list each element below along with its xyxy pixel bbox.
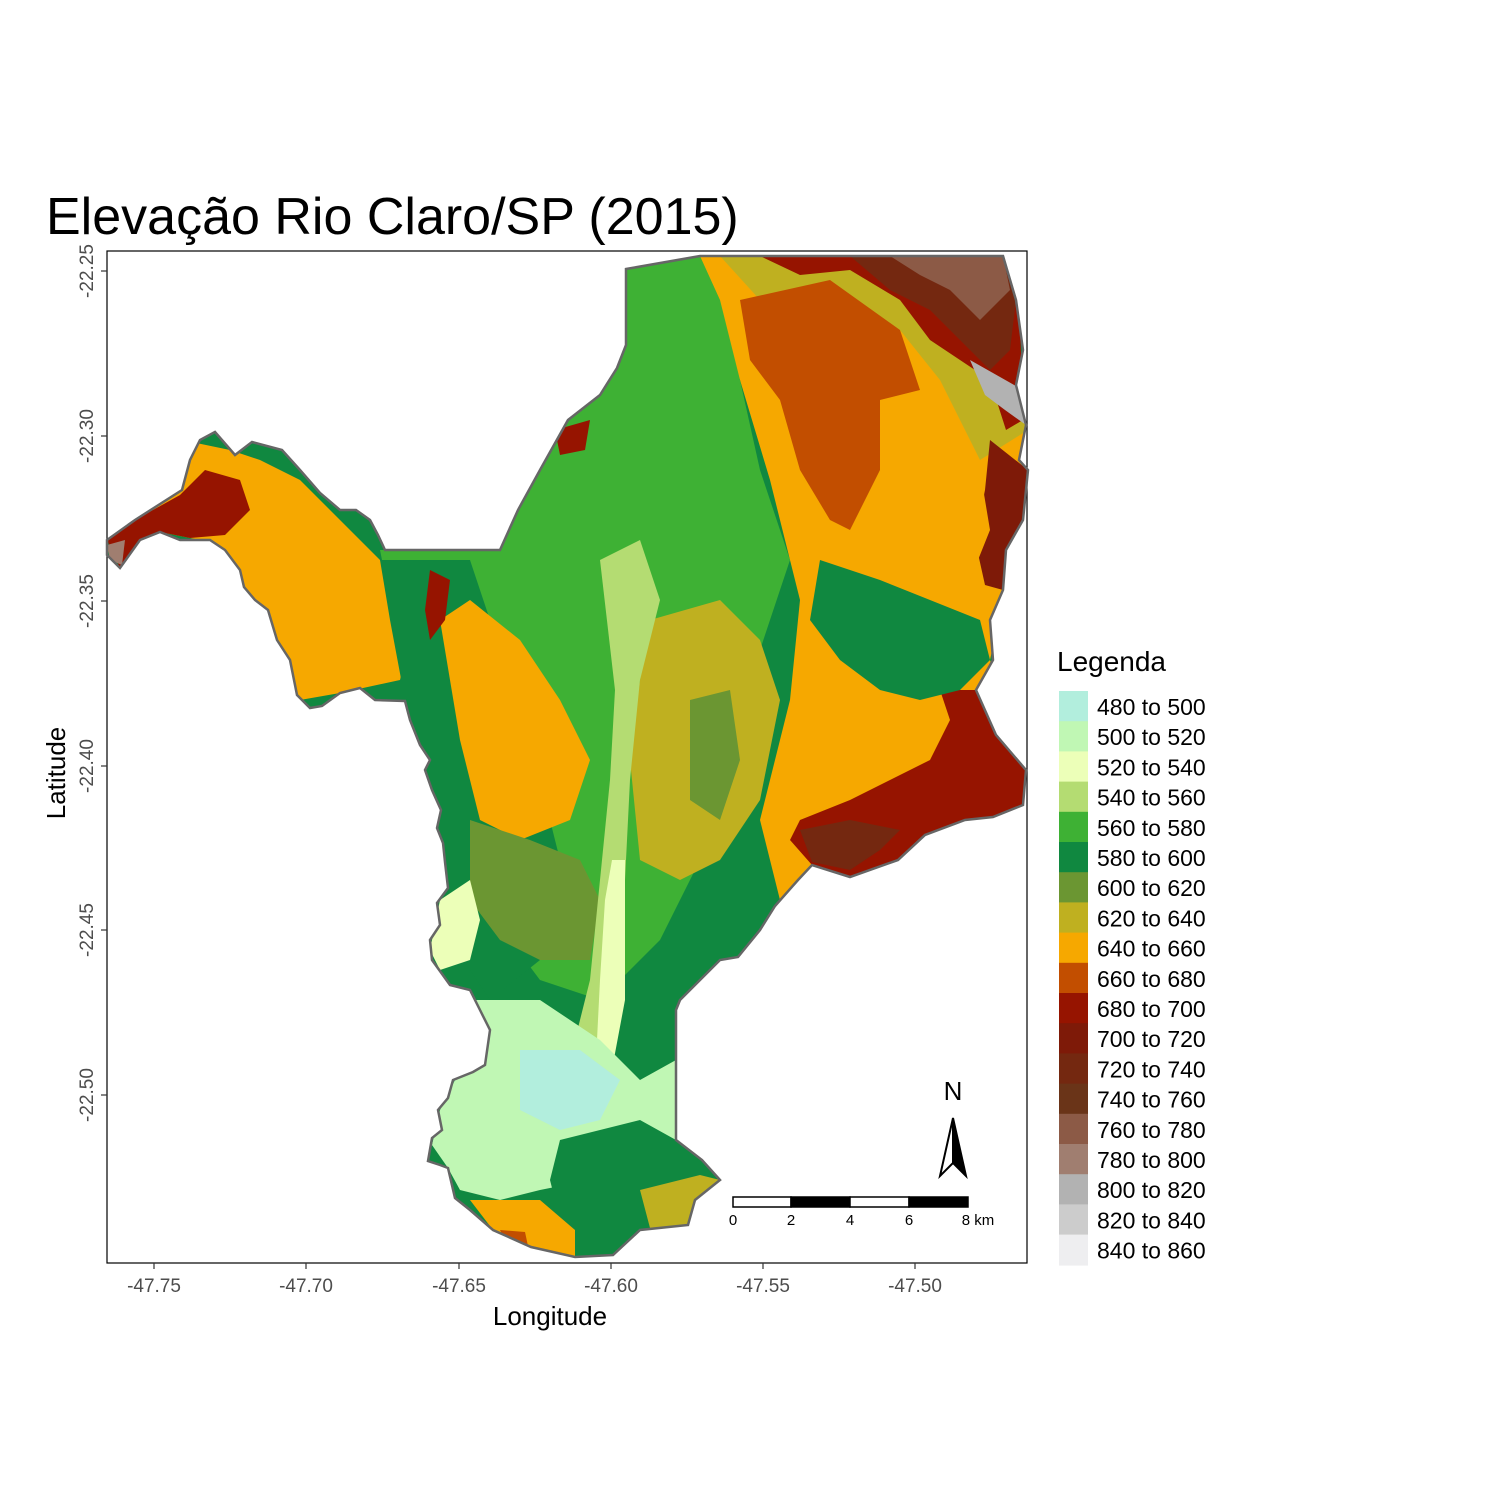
elevation-zone-600-620 — [690, 690, 740, 820]
legend-label: 640 to 660 — [1097, 936, 1206, 962]
legend-label: 500 to 520 — [1097, 724, 1206, 750]
legend-label: 660 to 680 — [1097, 966, 1206, 992]
legend-swatch — [1059, 902, 1088, 934]
x-tick-label: -47.50 — [888, 1276, 942, 1297]
elevation-zone-620-640 — [640, 1175, 720, 1228]
map-title: Elevação Rio Claro/SP (2015) — [46, 188, 739, 246]
legend-label: 520 to 540 — [1097, 754, 1206, 780]
legend-swatch — [1059, 751, 1088, 783]
legend-swatch — [1059, 1144, 1088, 1175]
legend-label: 560 to 580 — [1097, 815, 1206, 841]
scale-bar: 0 2 4 6 8 km — [729, 1196, 995, 1229]
north-arrow-right-half — [952, 1117, 968, 1180]
legend-label: 780 to 800 — [1097, 1147, 1206, 1173]
legend-label: 700 to 720 — [1097, 1026, 1206, 1052]
scale-tick-label: 0 — [729, 1212, 737, 1229]
legend-label: 600 to 620 — [1097, 875, 1206, 901]
legend-swatch — [1059, 1204, 1088, 1236]
legend-swatch — [1059, 811, 1088, 843]
elevation-zone-640-660 — [470, 1200, 575, 1257]
legend-swatch — [1059, 1023, 1088, 1055]
elevation-zone-800-820 — [970, 360, 1026, 425]
north-arrow-label: N — [944, 1076, 963, 1106]
scale-segment — [849, 1196, 910, 1208]
x-tick-label: -47.75 — [127, 1276, 181, 1297]
legend-label: 740 to 760 — [1097, 1087, 1206, 1113]
legend-swatch — [1059, 1083, 1088, 1115]
elevation-zone-700-720 — [975, 440, 1028, 590]
elevation-zone-760-780 — [890, 256, 1010, 320]
y-tick-label: -22.40 — [77, 739, 98, 793]
legend-label: 620 to 640 — [1097, 905, 1206, 931]
legend-label: 720 to 740 — [1097, 1056, 1206, 1082]
elevation-zone-640-660 — [440, 600, 590, 840]
legend-label: 580 to 600 — [1097, 845, 1206, 871]
legend-swatch — [1059, 781, 1088, 813]
y-tick-label: -22.35 — [77, 574, 98, 628]
x-tick-label: -47.60 — [584, 1276, 638, 1297]
legend-title: Legenda — [1057, 646, 1166, 677]
scale-segment — [908, 1196, 969, 1208]
legend-swatch — [1059, 932, 1088, 964]
scale-tick-label: 4 — [846, 1212, 854, 1229]
scale-tick-label: 8 km — [962, 1212, 995, 1229]
legend-label: 800 to 820 — [1097, 1177, 1206, 1203]
legend-label: 480 to 500 — [1097, 694, 1206, 720]
y-tick-label: -22.30 — [77, 409, 98, 463]
y-axis-title: Latitude — [41, 727, 71, 820]
x-tick-label: -47.65 — [432, 1276, 486, 1297]
elevation-zone-520-540 — [430, 880, 480, 970]
legend-label: 760 to 780 — [1097, 1117, 1206, 1143]
elevation-zone-520-540 — [595, 860, 625, 1080]
y-tick-label: -22.50 — [77, 1068, 98, 1122]
x-axis: -47.75 -47.70 -47.65 -47.60 -47.55 -47.5… — [127, 1263, 942, 1331]
north-arrow: N — [938, 1076, 968, 1180]
legend-swatch — [1059, 721, 1088, 753]
legend-swatch — [1059, 1053, 1088, 1085]
elevation-zone-480-500 — [520, 1050, 620, 1130]
legend: Legenda 480 to 500 500 to 520 520 to 540 54… — [1057, 646, 1206, 1266]
scale-segment — [732, 1196, 792, 1208]
elevation-zone-600-620 — [470, 820, 600, 960]
scale-tick-label: 6 — [905, 1212, 913, 1229]
legend-swatch — [1059, 842, 1088, 873]
municipality-boundary — [105, 254, 1030, 1259]
x-axis-title: Longitude — [493, 1301, 607, 1331]
elevation-zone-720-740 — [800, 820, 900, 870]
legend-label: 680 to 700 — [1097, 996, 1206, 1022]
y-axis: -22.25 -22.30 -22.35 -22.40 -22.45 -22.5… — [41, 244, 107, 1122]
elevation-zone-660-680 — [740, 280, 920, 530]
y-tick-label: -22.25 — [77, 244, 98, 298]
legend-label: 820 to 840 — [1097, 1207, 1206, 1233]
elevation-zone-640-660 — [880, 450, 990, 590]
x-tick-label: -47.70 — [279, 1276, 333, 1297]
y-tick-label: -22.45 — [77, 903, 98, 957]
legend-swatch — [1059, 962, 1088, 994]
legend-swatch — [1059, 1113, 1088, 1145]
scale-segment — [790, 1196, 851, 1208]
elevation-zone-540-560 — [560, 540, 660, 1160]
legend-label: 540 to 560 — [1097, 785, 1206, 811]
elevation-zone-680-700 — [425, 570, 450, 640]
legend-swatch — [1059, 1174, 1088, 1206]
x-tick-label: -47.55 — [736, 1276, 790, 1297]
legend-swatch — [1059, 872, 1088, 904]
legend-swatch — [1059, 993, 1088, 1024]
legend-swatch — [1059, 691, 1088, 722]
legend-swatch — [1059, 1234, 1088, 1266]
scale-tick-label: 2 — [787, 1212, 795, 1229]
elevation-zone-680-700 — [107, 470, 250, 568]
elevation-zone-580-600 — [810, 560, 990, 700]
legend-label: 840 to 860 — [1097, 1238, 1206, 1264]
